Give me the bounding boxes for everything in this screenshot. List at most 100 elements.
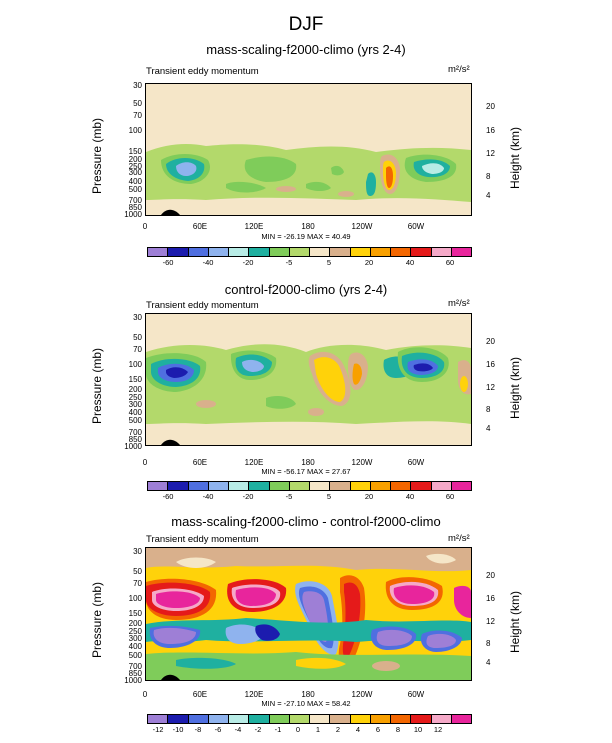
- p3-cbar-label: -10: [172, 725, 184, 734]
- p1-cbar-label: -60: [162, 258, 174, 267]
- colorbar-swatch: [249, 482, 270, 490]
- colorbar-swatch: [350, 248, 371, 256]
- colorbar-swatch: [148, 248, 169, 256]
- panel-1-colorbar: [147, 247, 472, 257]
- colorbar-swatch: [188, 715, 209, 723]
- p1-ytick: 250: [128, 162, 142, 171]
- p1-ytick: 1000: [124, 210, 142, 219]
- panel-2-ylabel-right: Height (km): [508, 356, 522, 419]
- p2-xtick: 60W: [407, 458, 425, 467]
- colorbar-swatch: [229, 248, 250, 256]
- p3-ytick: 500: [128, 651, 142, 660]
- colorbar-swatch: [350, 715, 371, 723]
- p1-ytick: 200: [128, 155, 142, 164]
- p3-cbar-label: -1: [274, 725, 282, 734]
- p3-cbar-label: -12: [152, 725, 164, 734]
- colorbar-swatch: [411, 482, 432, 490]
- colorbar-swatch: [330, 715, 351, 723]
- panel-2-subtitle: Transient eddy momentum: [146, 300, 259, 311]
- panel-3-ylabel-right: Height (km): [508, 590, 522, 653]
- p3-xtick: 0: [142, 690, 148, 699]
- p1-ytick: 150: [128, 147, 142, 156]
- colorbar-swatch: [391, 248, 412, 256]
- p2-xtick: 120E: [244, 458, 264, 467]
- panel-3-contour-field: [145, 547, 472, 681]
- p1-ytick: 700: [128, 196, 142, 205]
- p2-ytick-right: 16: [486, 360, 495, 369]
- p2-xtick: 180: [301, 458, 315, 467]
- p1-ytick: 500: [128, 185, 142, 194]
- p3-ytick: 30: [133, 547, 142, 556]
- colorbar-swatch: [148, 715, 169, 723]
- colorbar-swatch: [188, 248, 209, 256]
- panel-3-units: m²/s²: [448, 533, 470, 544]
- p3-ytick: 1000: [124, 676, 142, 685]
- colorbar-swatch: [289, 248, 310, 256]
- p3-ytick: 300: [128, 634, 142, 643]
- p2-ytick: 500: [128, 416, 142, 425]
- panel-3-title: mass-scaling-f2000-climo - control-f2000…: [171, 514, 441, 529]
- p3-xtick: 60W: [407, 690, 425, 699]
- p2-ytick-right: 8: [486, 405, 491, 414]
- p2-ytick: 250: [128, 393, 142, 402]
- colorbar-swatch: [391, 482, 412, 490]
- figure-title: DJF: [288, 14, 324, 35]
- colorbar-swatch: [168, 482, 189, 490]
- p2-ytick: 200: [128, 385, 142, 394]
- p1-ytick: 30: [133, 81, 142, 90]
- p1-ytick: 300: [128, 168, 142, 177]
- p1-ytick-right: 20: [486, 102, 495, 111]
- p2-xtick: 0: [142, 458, 148, 467]
- colorbar-swatch: [370, 715, 391, 723]
- p2-cbar-label: -20: [242, 492, 254, 501]
- colorbar-swatch: [148, 482, 169, 490]
- panel-1-minmax: MIN = -26.19 MAX = 40.49: [261, 232, 351, 241]
- colorbar-swatch: [208, 248, 229, 256]
- panel-1-units: m²/s²: [448, 64, 470, 75]
- p3-cbar-label: -2: [254, 725, 262, 734]
- p1-ytick: 400: [128, 177, 142, 186]
- p1-xtick: 0: [142, 222, 148, 231]
- panel-1-title: mass-scaling-f2000-climo (yrs 2-4): [206, 42, 406, 57]
- p3-cbar-label: 1: [315, 725, 321, 734]
- panel-3-subtitle: Transient eddy momentum: [146, 534, 259, 545]
- colorbar-swatch: [431, 482, 452, 490]
- p3-cbar-label: 12: [433, 725, 443, 734]
- colorbar-swatch: [168, 248, 189, 256]
- p3-ytick-right: 16: [486, 594, 495, 603]
- p3-xtick: 120E: [244, 690, 264, 699]
- panel-2-ylabel: Pressure (mb): [90, 347, 104, 424]
- panel-2-title: control-f2000-climo (yrs 2-4): [224, 282, 388, 297]
- p3-cbar-label: 0: [295, 725, 301, 734]
- panel-2-minmax: MIN = -56.17 MAX = 27.67: [261, 467, 351, 476]
- p3-ytick-right: 12: [486, 617, 495, 626]
- colorbar-swatch: [269, 715, 290, 723]
- colorbar-swatch: [208, 482, 229, 490]
- colorbar-swatch: [229, 715, 250, 723]
- p3-ytick: 400: [128, 642, 142, 651]
- p3-cbar-label: -8: [194, 725, 202, 734]
- p2-ytick: 70: [133, 345, 142, 354]
- p2-ytick: 50: [133, 333, 142, 342]
- panel-2-units: m²/s²: [448, 298, 470, 309]
- colorbar-swatch: [350, 482, 371, 490]
- colorbar-swatch: [391, 715, 412, 723]
- p2-cbar-label: -60: [162, 492, 174, 501]
- colorbar-swatch: [451, 482, 471, 490]
- colorbar-swatch: [289, 715, 310, 723]
- colorbar-swatch: [168, 715, 189, 723]
- p1-ytick: 850: [128, 203, 142, 212]
- p3-cbar-label: 4: [355, 725, 361, 734]
- colorbar-swatch: [269, 248, 290, 256]
- p1-ytick: 100: [128, 126, 142, 135]
- topography: [161, 209, 180, 215]
- panel-3-ylabel: Pressure (mb): [90, 581, 104, 658]
- p1-xtick: 60E: [192, 222, 208, 231]
- p3-ytick: 70: [133, 579, 142, 588]
- colorbar-swatch: [451, 248, 471, 256]
- p3-ytick: 150: [128, 609, 142, 618]
- p2-ytick: 1000: [124, 442, 142, 451]
- p1-ytick-right: 16: [486, 126, 495, 135]
- p1-cbar-label: -20: [242, 258, 254, 267]
- p2-xtick: 120W: [351, 458, 373, 467]
